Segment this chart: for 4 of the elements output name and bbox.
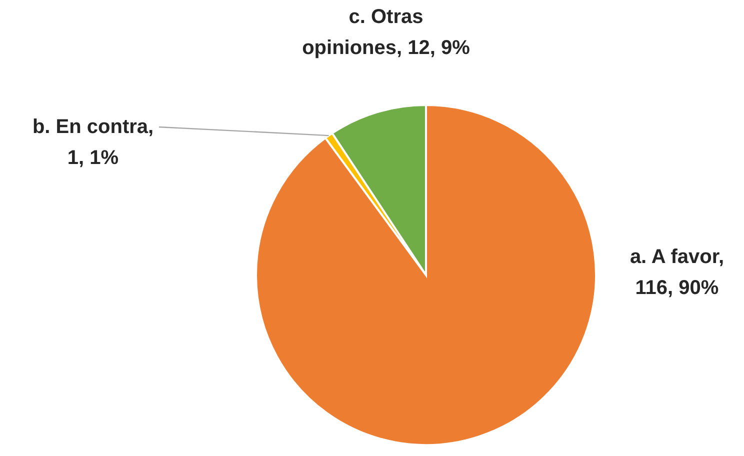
slice-label: a. A favor, 116, 90% (630, 246, 724, 299)
slice-label: c. Otras opiniones, 12, 9% (302, 6, 470, 59)
pie-slice (255, 104, 597, 446)
slice-label: b. En contra, 1, 1% (32, 116, 154, 169)
